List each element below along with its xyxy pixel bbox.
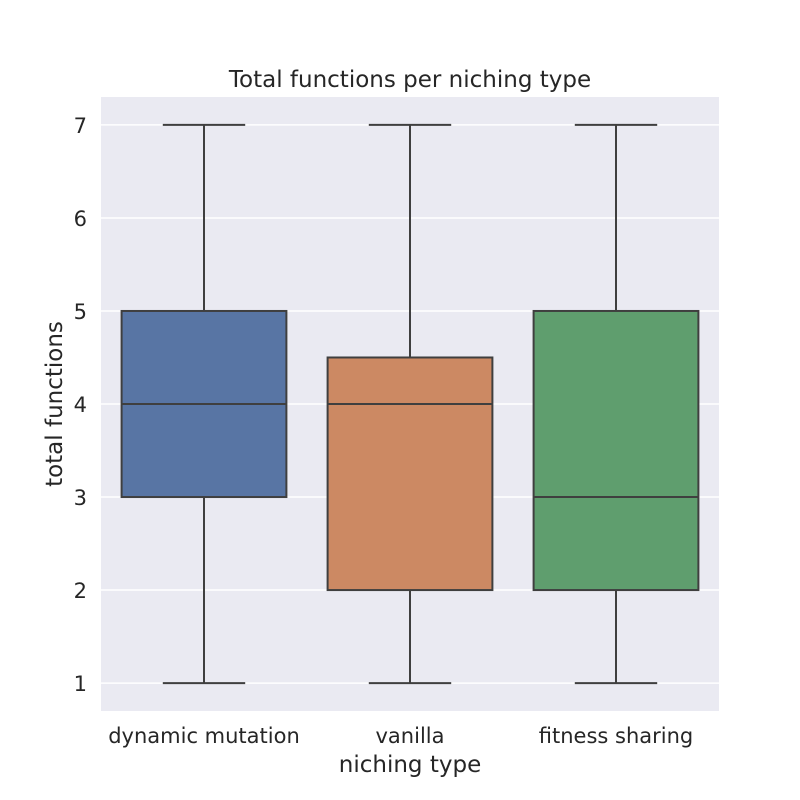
chart-title: Total functions per niching type bbox=[228, 67, 591, 93]
y-tick-label: 3 bbox=[74, 486, 87, 510]
y-tick-label: 6 bbox=[74, 207, 87, 231]
y-tick-label: 5 bbox=[74, 300, 87, 324]
box-group bbox=[326, 123, 494, 685]
iqr-box bbox=[326, 356, 494, 592]
y-axis-label: total functions bbox=[42, 321, 68, 487]
x-tick-label: fitness sharing bbox=[539, 724, 693, 748]
iqr-box bbox=[532, 309, 700, 592]
boxes bbox=[120, 123, 700, 685]
x-tick-labels: dynamic mutation vanilla fitness sharing bbox=[108, 724, 693, 748]
y-tick-label: 1 bbox=[74, 672, 87, 696]
box-group bbox=[532, 123, 700, 685]
x-axis-label: niching type bbox=[339, 752, 481, 778]
box-group bbox=[120, 123, 288, 685]
x-tick-label: vanilla bbox=[376, 724, 445, 748]
y-tick-labels: 1 2 3 4 5 6 7 bbox=[74, 114, 87, 696]
y-tick-label: 7 bbox=[74, 114, 87, 138]
y-tick-label: 2 bbox=[74, 579, 87, 603]
y-tick-label: 4 bbox=[74, 393, 87, 417]
x-tick-label: dynamic mutation bbox=[108, 724, 300, 748]
